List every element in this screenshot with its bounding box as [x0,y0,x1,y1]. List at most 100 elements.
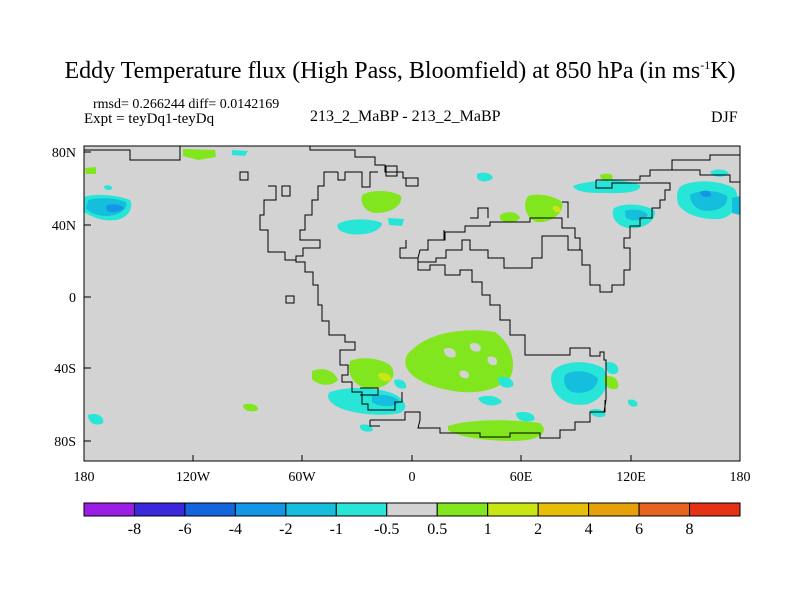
lon-label-180w: 180 [74,470,95,485]
lat-label-40n: 40N [52,219,76,234]
lon-label-180e: 180 [730,470,751,485]
colorbar-box [133,502,186,517]
contour-fill [487,356,498,366]
coastline [369,420,380,427]
colorbar-label: -1 [330,521,343,538]
colorbar-label: 2 [534,521,542,538]
colorbar-box [184,502,236,517]
contour-fill [394,379,407,389]
colorbar-label: -0.5 [374,521,399,538]
case-label: 213_2_MaBP - 213_2_MaBP [310,108,501,125]
colorbar-box [638,502,691,517]
contour-fill [690,190,728,211]
contour-fill [232,150,248,156]
colorbar-box [285,502,337,517]
contour-fill [378,372,392,382]
colorbar [83,502,741,517]
coastline [580,180,671,293]
experiment-label: Expt = teyDq1-teyDq [84,111,215,127]
contour-fill [700,190,712,197]
lat-label-40s: 40S [54,362,76,377]
coastline [360,387,379,396]
contour-fill [590,408,606,418]
colorbar-label: 0.5 [427,521,447,538]
coastline [370,400,606,439]
coastline [405,177,419,187]
coastline [385,165,398,177]
contour-fill [405,330,514,393]
colorbar-box [588,502,640,517]
contour-fill [600,173,613,180]
contour-fill [448,420,544,441]
colorbar-box [234,502,287,517]
coastline [399,240,407,258]
coastline [239,171,249,181]
coastline [84,146,181,161]
colorbar-labels: -8 -6 -4 -2 -1 -0.5 0.5 1 2 4 6 8 [128,521,694,538]
stats-label: rmsd= 0.266244 diff= 0.0142169 [93,97,280,112]
contour-fill [361,190,402,213]
coastline [562,201,569,218]
contour-fill [498,376,514,388]
colorbar-box [537,502,590,517]
lon-label-60w: 60W [288,470,316,485]
lon-label-120e: 120E [616,470,646,485]
contour-fill [478,395,502,406]
coastline [285,295,295,304]
contour-fill [525,194,563,223]
colorbar-label: 6 [635,521,643,538]
contour-fill [732,196,740,215]
colorbar-box [487,502,539,517]
coastlines [84,146,740,439]
coastline [259,185,296,261]
coastline [281,185,291,197]
map-background [84,146,740,461]
colorbar-label: 8 [686,521,694,538]
contour-fill [603,376,619,390]
colorbar-label: 1 [484,521,492,538]
colorbar-label: -6 [178,521,191,538]
contour-fill [459,370,470,379]
contour-fill [88,413,104,425]
coastline [596,154,740,181]
coastline [672,169,740,183]
contour-fill [443,348,456,358]
contour-fill [372,394,400,407]
lon-label-120w: 120W [176,470,211,485]
contour-fill [183,149,216,160]
lat-label-0: 0 [69,291,76,306]
lat-label-80s: 80S [54,435,76,450]
contour-fill [500,212,520,223]
colorbar-label: -8 [128,521,141,538]
colorbar-box [436,502,489,517]
contour-fill [104,185,113,190]
colorbar-box [335,502,388,517]
lon-label-0: 0 [409,470,416,485]
contour-fill [477,172,493,182]
contour-fills [84,149,740,441]
coastline [417,217,581,269]
contour-fill [106,204,124,212]
lat-labels: 80N 40N 0 40S 80S [52,146,76,450]
contour-fill [388,218,404,226]
contour-fill [573,180,641,194]
contour-fill [337,219,382,235]
contour-fill [85,167,96,174]
colorbar-label: 4 [585,521,593,538]
colorbar-label: -2 [279,521,292,538]
contour-fill [552,205,561,213]
contour-fill [243,403,259,412]
contour-fill [312,369,338,385]
contour-fill [469,343,481,352]
lat-label-80n: 80N [52,146,76,161]
contour-fill [564,371,598,393]
contour-fill [627,399,638,407]
coastline [400,257,607,413]
coastline [337,171,378,188]
coastline [295,171,338,336]
coastline [338,334,403,411]
chart-title: Eddy Temperature flux (High Pass, Bloomf… [64,58,736,84]
contour-fill [605,362,619,375]
